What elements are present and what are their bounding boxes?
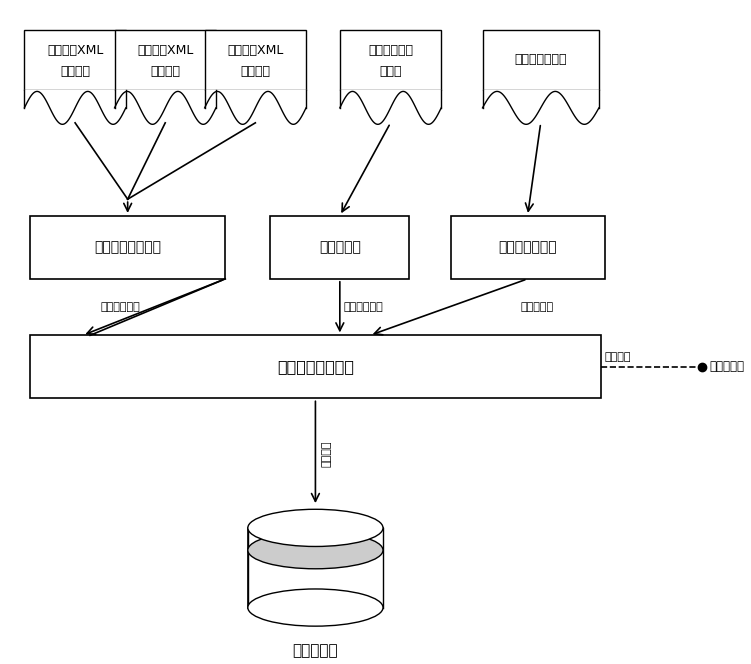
Ellipse shape	[248, 532, 383, 569]
Text: 组态图元库: 组态图元库	[319, 240, 360, 254]
Polygon shape	[339, 90, 442, 126]
Text: 脚本归档: 脚本归档	[321, 441, 331, 467]
Text: 继保装置定值项: 继保装置定值项	[498, 240, 557, 254]
FancyBboxPatch shape	[270, 216, 409, 279]
FancyBboxPatch shape	[25, 30, 126, 90]
Text: 节点对象模型: 节点对象模型	[101, 302, 140, 312]
Text: 元素对象模型: 元素对象模型	[344, 302, 383, 312]
Text: 中间映射XML: 中间映射XML	[137, 44, 194, 57]
FancyBboxPatch shape	[483, 30, 599, 90]
Text: 自动测试XML: 自动测试XML	[227, 44, 284, 57]
Text: 自动验证: 自动验证	[605, 351, 631, 361]
Text: 保护定值项: 保护定值项	[520, 302, 553, 312]
FancyBboxPatch shape	[115, 30, 216, 90]
Text: 装置脚本库: 装置脚本库	[293, 643, 338, 658]
Text: 验业务: 验业务	[379, 65, 402, 78]
FancyBboxPatch shape	[451, 216, 605, 279]
Text: 组态图元拖拽画布: 组态图元拖拽画布	[277, 359, 354, 374]
FancyBboxPatch shape	[339, 30, 442, 90]
FancyBboxPatch shape	[248, 528, 383, 608]
FancyBboxPatch shape	[30, 216, 225, 279]
Text: 标准化继保试: 标准化继保试	[368, 44, 413, 57]
Polygon shape	[483, 90, 599, 126]
Polygon shape	[115, 90, 216, 126]
FancyBboxPatch shape	[204, 30, 306, 90]
Ellipse shape	[248, 509, 383, 546]
Text: 编写规则: 编写规则	[150, 65, 180, 78]
Text: 脚本规则处理引擎: 脚本规则处理引擎	[94, 240, 161, 254]
Text: 现场作业指导书: 现场作业指导书	[514, 53, 567, 66]
Text: 继保测试仪: 继保测试仪	[710, 361, 745, 373]
Polygon shape	[204, 90, 306, 126]
FancyBboxPatch shape	[30, 335, 601, 398]
Ellipse shape	[248, 589, 383, 626]
Text: 编写规则: 编写规则	[60, 65, 90, 78]
Text: 编写规则: 编写规则	[240, 65, 270, 78]
Polygon shape	[25, 90, 126, 126]
Text: 界面展示XML: 界面展示XML	[47, 44, 104, 57]
